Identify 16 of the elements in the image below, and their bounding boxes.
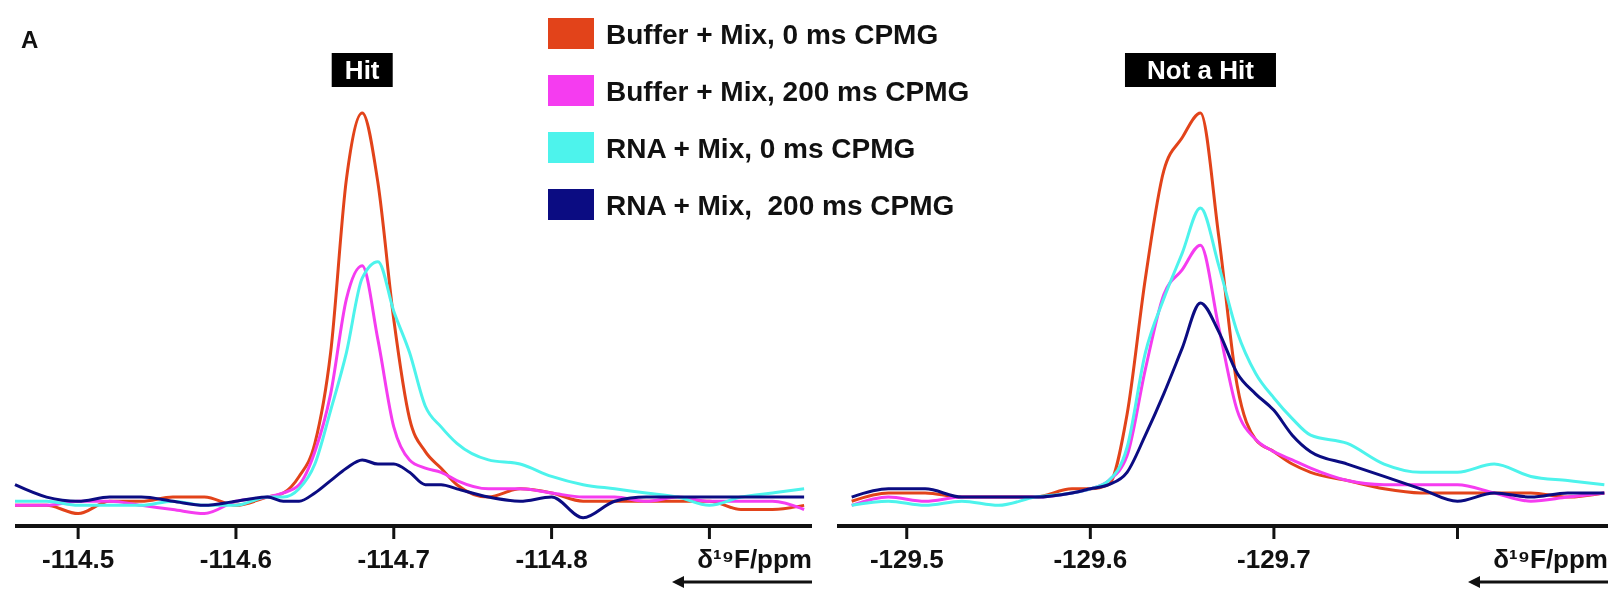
text: A	[21, 26, 39, 53]
x-axis-title: δ¹⁹F/ppm	[697, 544, 812, 574]
x-tick-label: -114.6	[199, 544, 273, 574]
annotation: Not a Hit	[1147, 55, 1255, 85]
legend-label: RNA + Mix, 200 ms CPMG	[606, 190, 955, 221]
x-tick-label: -129.7	[1237, 544, 1311, 574]
x-tick-label: -129.5	[869, 544, 944, 574]
x-tick-label: -114.5	[41, 544, 115, 574]
annotation: Hit	[344, 55, 380, 85]
legend-label: Buffer + Mix, 0 ms CPMG	[606, 19, 939, 50]
x-tick-label: -114.7	[357, 544, 430, 574]
legend-label: RNA + Mix, 0 ms CPMG	[606, 133, 916, 164]
x-tick-label: -114.8	[515, 544, 588, 574]
x-tick-label: -129.6	[1053, 544, 1128, 574]
legend-label: Buffer + Mix, 200 ms CPMG	[606, 76, 970, 107]
x-axis-title: δ¹⁹F/ppm	[1493, 544, 1608, 574]
